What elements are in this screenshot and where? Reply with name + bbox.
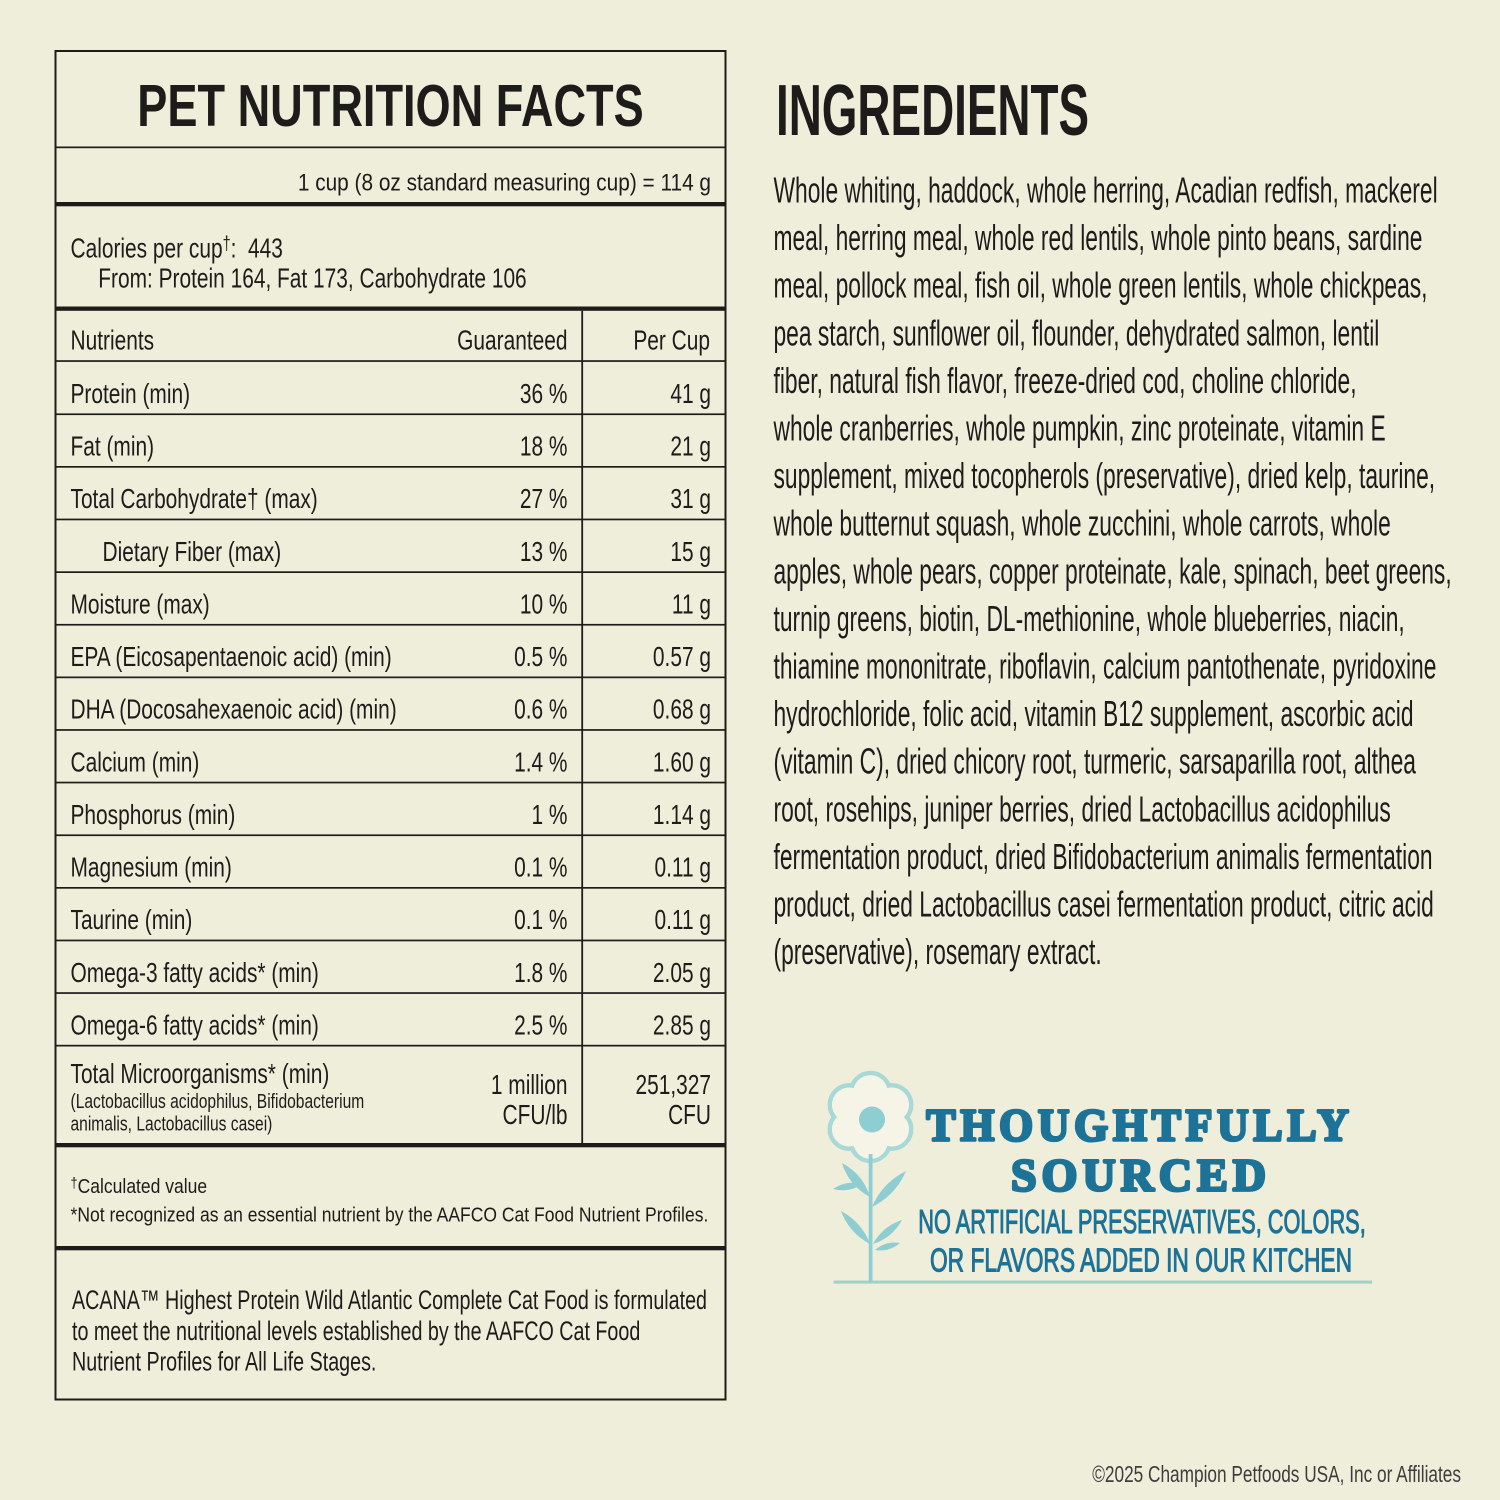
svg-text:1.4 %: 1.4 % (514, 748, 567, 778)
svg-text:meal, pollock meal, fish oil,: meal, pollock meal, fish oil, whole gree… (774, 265, 1428, 306)
svg-text:251,327: 251,327 (635, 1070, 711, 1100)
svg-text:13 %: 13 % (520, 537, 568, 567)
svg-text:2.5 %: 2.5 % (514, 1011, 567, 1041)
svg-text:Nutrients: Nutrients (71, 326, 155, 356)
svg-text:product, dried Lactobacillus c: product, dried Lactobacillus casei ferme… (774, 884, 1434, 925)
svg-text:Moisture (max): Moisture (max) (71, 590, 210, 620)
svg-text:Magnesium (min): Magnesium (min) (71, 853, 232, 883)
svg-text:0.1 %: 0.1 % (514, 906, 567, 936)
svg-text:turnip greens, biotin, DL-meth: turnip greens, biotin, DL-methionine, wh… (774, 599, 1405, 640)
svg-text:27 %: 27 % (520, 485, 568, 515)
svg-text:(Lactobacillus acidophilus, Bi: (Lactobacillus acidophilus, Bifidobacter… (71, 1090, 365, 1112)
svg-text:apples, whole pears, copper pr: apples, whole pears, copper proteinate, … (774, 551, 1452, 592)
svg-text:CFU: CFU (668, 1100, 711, 1130)
svg-text:Calories per cup†: 443: Calories per cup†: 443 (71, 233, 283, 265)
svg-text:Omega-6 fatty acids* (min): Omega-6 fatty acids* (min) (71, 1011, 319, 1041)
svg-text:hydrochloride, folic acid, vit: hydrochloride, folic acid, vitamin B12 s… (774, 694, 1414, 735)
svg-text:1.60 g: 1.60 g (653, 748, 711, 778)
svg-text:18 %: 18 % (520, 432, 568, 462)
svg-text:36 %: 36 % (520, 379, 568, 409)
svg-text:10 %: 10 % (520, 590, 568, 620)
svg-text:Per Cup: Per Cup (633, 326, 710, 356)
svg-text:INGREDIENTS: INGREDIENTS (776, 69, 1089, 150)
svg-text:Protein (min): Protein (min) (71, 379, 191, 409)
svg-text:ACANA™ Highest Protein Wild At: ACANA™ Highest Protein Wild Atlantic Com… (72, 1286, 707, 1316)
svg-text:Phosphorus (min): Phosphorus (min) (71, 800, 236, 830)
svg-text:Total Carbohydrate† (max): Total Carbohydrate† (max) (71, 485, 318, 515)
svg-text:animalis, Lactobacillus casei): animalis, Lactobacillus casei) (71, 1113, 273, 1135)
svg-text:Whole whiting, haddock, whole: Whole whiting, haddock, whole herring, A… (774, 170, 1438, 211)
svg-text:21 g: 21 g (670, 432, 711, 462)
svg-text:1.14 g: 1.14 g (653, 800, 711, 830)
svg-text:THOUGHTFULLY: THOUGHTFULLY (926, 1100, 1353, 1151)
svg-text:15 g: 15 g (670, 537, 711, 567)
svg-text:0.68 g: 0.68 g (653, 695, 711, 725)
svg-text:Total Microorganisms* (min): Total Microorganisms* (min) (71, 1059, 330, 1089)
svg-text:11 g: 11 g (672, 590, 711, 620)
svg-text:Taurine (min): Taurine (min) (71, 906, 193, 936)
svg-text:2.05 g: 2.05 g (653, 958, 711, 988)
svg-text:0.6 %: 0.6 % (514, 695, 567, 725)
svg-text:1.8 %: 1.8 % (514, 958, 567, 988)
svg-text:41 g: 41 g (670, 379, 711, 409)
svg-text:Nutrient Profiles for All Life: Nutrient Profiles for All Life Stages. (72, 1347, 376, 1377)
svg-text:NO ARTIFICIAL PRESERVATIVES, C: NO ARTIFICIAL PRESERVATIVES, COLORS, (918, 1203, 1365, 1240)
svg-text:EPA (Eicosapentaenoic acid) (m: EPA (Eicosapentaenoic acid) (min) (71, 642, 392, 672)
svg-text:Dietary Fiber (max): Dietary Fiber (max) (103, 537, 282, 567)
svg-text:0.11 g: 0.11 g (654, 853, 711, 883)
svg-text:whole cranberries, whole pumpk: whole cranberries, whole pumpkin, zinc p… (773, 408, 1386, 449)
svg-text:From: Protein 164, Fat 173, Ca: From: Protein 164, Fat 173, Carbohydrate… (98, 264, 526, 294)
svg-text:Fat (min): Fat (min) (71, 432, 155, 462)
svg-text:SOURCED: SOURCED (1011, 1150, 1271, 1201)
svg-text:0.1 %: 0.1 % (514, 853, 567, 883)
svg-text:1 cup (8 oz standard measuring: 1 cup (8 oz standard measuring cup) = 11… (298, 168, 711, 196)
svg-text:Guaranteed: Guaranteed (457, 326, 567, 356)
svg-text:PET NUTRITION FACTS: PET NUTRITION FACTS (137, 73, 643, 139)
svg-text:©2025 Champion Petfoods USA, I: ©2025 Champion Petfoods USA, Inc or Affi… (1092, 1463, 1461, 1488)
svg-text:to meet the nutritional levels: to meet the nutritional levels establish… (72, 1317, 640, 1347)
svg-text:pea starch, sunflower oil, flo: pea starch, sunflower oil, flounder, deh… (774, 313, 1380, 354)
svg-text:0.11 g: 0.11 g (654, 906, 711, 936)
svg-text:(preservative), rosemary extra: (preservative), rosemary extract. (774, 932, 1102, 973)
svg-text:fiber, natural fish flavor, fr: fiber, natural fish flavor, freeze-dried… (774, 361, 1357, 402)
svg-text:0.57 g: 0.57 g (653, 642, 711, 672)
svg-text:31 g: 31 g (670, 485, 711, 515)
svg-text:root, rosehips, juniper berrie: root, rosehips, juniper berries, dried L… (774, 789, 1391, 830)
svg-text:Calcium (min): Calcium (min) (71, 748, 200, 778)
svg-text:*Not recognized as an essentia: *Not recognized as an essential nutrient… (71, 1204, 709, 1227)
svg-text:thiamine mononitrate, riboflav: thiamine mononitrate, riboflavin, calciu… (774, 646, 1437, 687)
svg-text:whole butternut squash, whole: whole butternut squash, whole zucchini, … (773, 503, 1391, 544)
svg-text:OR FLAVORS ADDED IN OUR KITCHE: OR FLAVORS ADDED IN OUR KITCHEN (930, 1242, 1352, 1279)
svg-text:2.85 g: 2.85 g (653, 1011, 711, 1041)
svg-text:DHA (Docosahexaenoic acid) (mi: DHA (Docosahexaenoic acid) (min) (71, 695, 397, 725)
svg-text:Omega-3 fatty acids* (min): Omega-3 fatty acids* (min) (71, 958, 319, 988)
svg-text:0.5 %: 0.5 % (514, 642, 567, 672)
svg-text:fermentation product, dried Bi: fermentation product, dried Bifidobacter… (774, 837, 1433, 878)
svg-text:(vitamin C), dried chicory roo: (vitamin C), dried chicory root, turmeri… (774, 741, 1417, 782)
svg-text:1 %: 1 % (532, 800, 568, 830)
svg-text:CFU/lb: CFU/lb (503, 1100, 568, 1130)
svg-text:1 million: 1 million (491, 1070, 568, 1100)
svg-text:meal, herring meal, whole red: meal, herring meal, whole red lentils, w… (774, 218, 1423, 259)
svg-text:†Calculated value: †Calculated value (71, 1174, 208, 1198)
svg-text:supplement, mixed tocopherols: supplement, mixed tocopherols (preservat… (774, 456, 1436, 497)
